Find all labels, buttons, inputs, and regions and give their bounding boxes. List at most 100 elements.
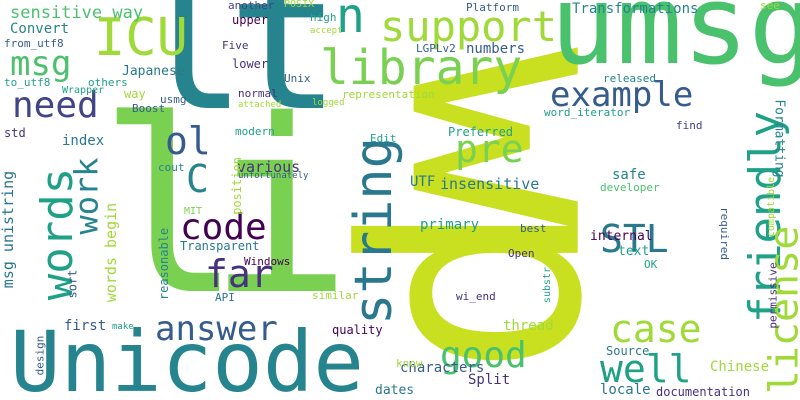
word-make: make (112, 322, 134, 332)
word-unix: Unix (284, 72, 311, 85)
word-primary: primary (420, 217, 480, 233)
word-lower: lower (232, 57, 269, 71)
word-platform: Platform (466, 1, 519, 14)
word-api: API (215, 291, 235, 304)
word-lt: lt (133, 0, 342, 153)
word-five: Five (222, 39, 249, 52)
word-chinese: Chinese (710, 359, 770, 375)
word-umsg: umsg (550, 0, 800, 89)
word-locale: locale (600, 382, 651, 398)
word-see: see (760, 0, 780, 12)
word-usmg: usmg (160, 93, 187, 106)
word-boost: Boost (132, 102, 166, 115)
word-lgplv2: LGPLv2 (416, 42, 456, 55)
word-mit: MIT (184, 206, 203, 217)
word-upper: upper (232, 13, 269, 27)
word-need: need (12, 85, 99, 126)
word-others: others (88, 76, 128, 89)
word-unicode: Unicode (10, 313, 365, 400)
word-open: Open (508, 247, 535, 260)
word-split: Split (468, 372, 511, 388)
word-msg-unistring: msg unistring (0, 170, 18, 289)
word-pre: pre (455, 127, 524, 171)
word-documentation: documentation (656, 385, 750, 399)
word-wrapper: Wrapper (62, 85, 105, 96)
word-characters: characters (400, 360, 485, 376)
word-design: design (33, 335, 47, 376)
word-answer: answer (155, 309, 278, 349)
word-msg: msg (10, 44, 72, 84)
word-code: code (180, 207, 267, 248)
word-support: support (380, 2, 558, 51)
word-n: n (336, 0, 365, 44)
word-high: high (310, 11, 337, 24)
word-utf: UTF (410, 174, 436, 190)
word-case: case (610, 307, 702, 351)
word-similar: similar (312, 289, 359, 302)
word-windows: Windows (244, 255, 291, 268)
word-c: C (186, 157, 209, 201)
word-text: text (618, 244, 650, 259)
word-representation: representation (342, 88, 435, 101)
word-required: required (717, 207, 731, 260)
word-japanese: Japanese (122, 64, 185, 79)
word-posix: POSIX (284, 0, 315, 10)
word-internal: internal (590, 229, 653, 244)
word-substr: substr (542, 266, 554, 304)
word-convert: Convert (10, 21, 70, 37)
word-sort: sort (65, 269, 80, 299)
word-first: first (64, 318, 107, 334)
word-edit: Edit (370, 132, 397, 145)
word-compatible: compatible (766, 176, 778, 238)
word-transformations: Transformations (572, 1, 699, 17)
word-ok: OK (644, 258, 658, 271)
word-cout: cout (158, 161, 185, 174)
word-quality: quality (332, 323, 383, 337)
word-source: Source (606, 344, 650, 358)
word-logged: logged (312, 98, 345, 108)
word-dates: dates (375, 383, 415, 398)
word-index: index (62, 133, 105, 149)
word-know: know (396, 357, 423, 370)
word-words-begin: words begin (102, 202, 121, 303)
word-word-iterator: word_iterator (544, 106, 631, 119)
word-attached: attached (238, 100, 282, 110)
word-to-utf8: to_utf8 (4, 76, 51, 89)
word-stl: STL (600, 217, 669, 261)
word-std: std (4, 126, 26, 140)
word-far: far (205, 252, 274, 296)
word-preferred: Preferred (448, 125, 514, 139)
word-thread: thread (503, 318, 554, 334)
word-developer: developer (600, 181, 660, 194)
word-transparent: Transparent (180, 239, 260, 253)
word-accept: accept (310, 26, 343, 36)
word-good: good (440, 335, 527, 376)
word-insensitive: insensitive (440, 175, 540, 193)
word-another: another (228, 0, 275, 12)
word-unfortunately: unfortunately (238, 171, 309, 181)
word-formatting: Formatting (771, 99, 787, 178)
word-reasonable: reasonable (157, 227, 172, 301)
word-various: various (237, 158, 301, 176)
word-permissive: permissive (766, 262, 780, 329)
word-position: position (229, 157, 244, 215)
word-numbers: numbers (466, 41, 526, 57)
word-modern: modern (235, 125, 275, 138)
word-library: library (320, 40, 523, 96)
word-best: best (520, 222, 547, 235)
word-icu: ICU (94, 8, 188, 68)
word-way: way (124, 87, 146, 101)
word-safe: safe (612, 167, 646, 183)
word-wi-end: wi_end (456, 290, 496, 303)
word-normal: normal (238, 87, 278, 100)
word-ol: ol (165, 119, 211, 163)
word-find: find (676, 119, 703, 132)
word-li: li (98, 68, 352, 348)
word-released: released (603, 72, 656, 85)
word-well: well (600, 347, 692, 391)
word-example: example (550, 75, 694, 115)
word-work: work (67, 157, 106, 235)
word-sensitive-way: sensitive way (10, 3, 144, 23)
word-from-utf8: from_utf8 (4, 37, 64, 50)
